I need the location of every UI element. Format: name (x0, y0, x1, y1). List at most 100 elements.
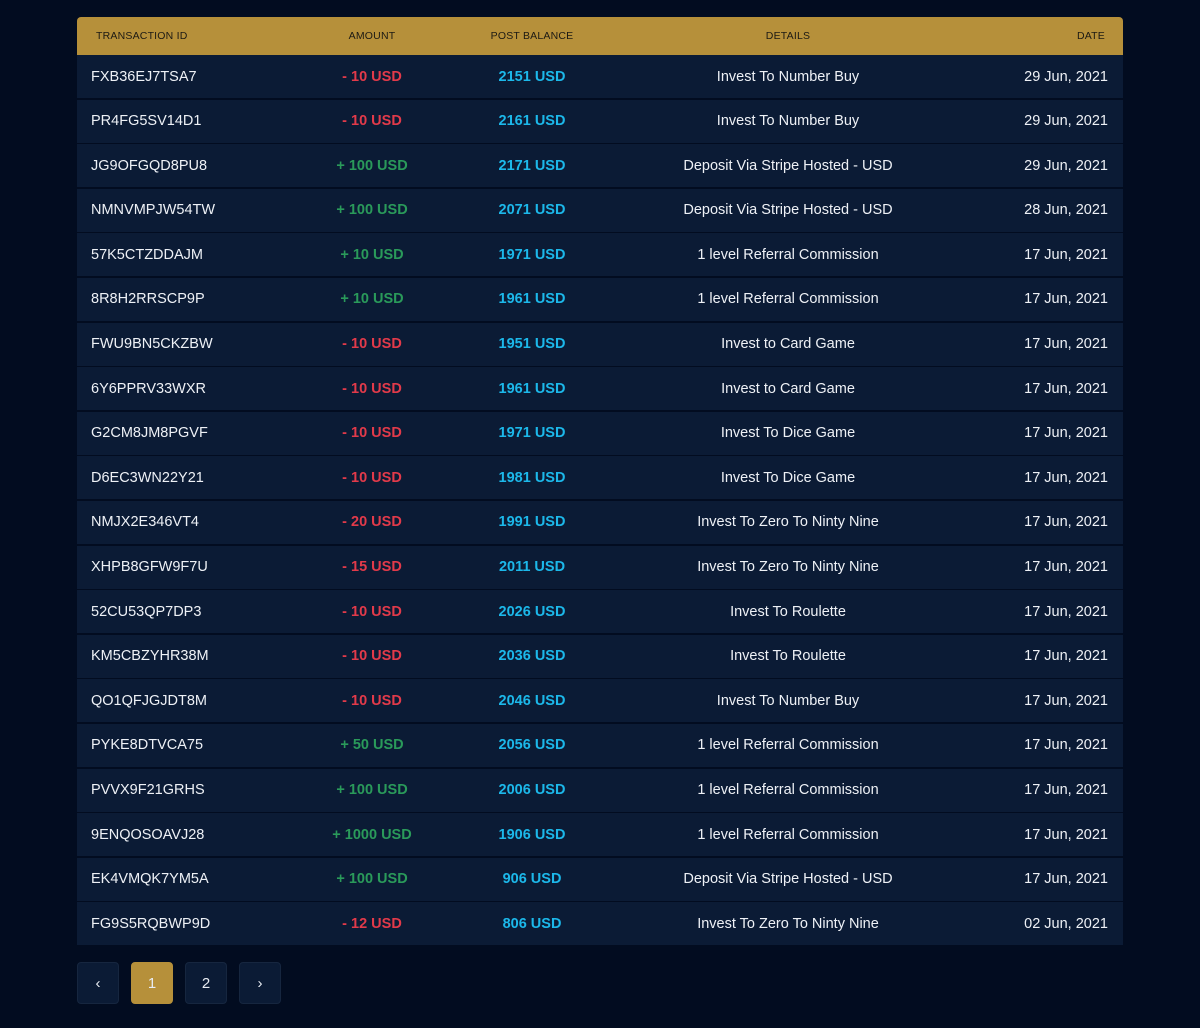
date-cell: 17 Jun, 2021 (1024, 246, 1108, 263)
transaction-id-cell: FXB36EJ7TSA7 (91, 68, 197, 85)
amount-cell: - 10 USD (342, 68, 402, 85)
date-cell: 17 Jun, 2021 (1024, 514, 1108, 531)
header-details: DETAILS (765, 30, 811, 42)
transaction-id-cell: NMNVMPJW54TW (91, 202, 216, 219)
amount-cell: - 10 USD (342, 336, 402, 353)
details-cell: 1 level Referral Commission (697, 737, 879, 754)
next-page-button[interactable]: › (239, 962, 281, 1004)
transaction-id-cell: 57K5CTZDDAJM (91, 246, 203, 263)
date-cell: 17 Jun, 2021 (1024, 603, 1108, 620)
date-cell: 17 Jun, 2021 (1024, 737, 1108, 754)
date-cell: 17 Jun, 2021 (1024, 425, 1108, 442)
amount-cell: + 10 USD (340, 246, 404, 263)
transaction-id-cell: PR4FG5SV14D1 (91, 113, 202, 130)
amount-cell: - 10 USD (342, 113, 402, 130)
post-balance-cell: 2026 USD (498, 603, 566, 620)
post-balance-cell: 2071 USD (498, 202, 566, 219)
table-row: 52CU53QP7DP3 - 10 USD 2026 USD Invest To Ro… (77, 590, 1123, 634)
details-cell: Invest to Card Game (721, 336, 855, 353)
details-cell: Invest To Dice Game (720, 469, 856, 486)
details-cell: Deposit Via Stripe Hosted - USD (683, 157, 893, 174)
amount-cell: - 10 USD (342, 425, 402, 442)
details-cell: 1 level Referral Commission (697, 782, 879, 798)
amount-cell: + 50 USD (340, 737, 404, 754)
post-balance-cell: 2006 USD (498, 782, 566, 798)
amount-cell: - 10 USD (342, 648, 402, 665)
table-row: PYKE8DTVCA75 + 50 USD 2056 USD 1 level Refe… (77, 723, 1123, 767)
date-cell: 17 Jun, 2021 (1024, 648, 1108, 665)
details-cell: Deposit Via Stripe Hosted - USD (683, 202, 893, 219)
details-cell: Invest To Number Buy (716, 68, 860, 85)
transaction-id-cell: QO1QFJGJDT8M (91, 692, 208, 709)
page-2-button[interactable]: 2 (185, 962, 227, 1004)
post-balance-cell: 2056 USD (498, 737, 566, 754)
date-cell: 17 Jun, 2021 (1024, 380, 1108, 397)
details-cell: 1 level Referral Commission (697, 246, 879, 263)
date-cell: 17 Jun, 2021 (1024, 782, 1108, 798)
details-cell: 1 level Referral Commission (697, 291, 879, 308)
table-row: FXB36EJ7TSA7 - 10 USD 2151 USD Invest To Nu… (77, 55, 1123, 98)
date-cell: 17 Jun, 2021 (1024, 692, 1108, 709)
post-balance-cell: 1951 USD (498, 336, 566, 353)
transaction-id-cell: 9ENQOSOAVJ28 (91, 826, 205, 843)
table-row: JG9OFGQD8PU8 + 100 USD 2171 USD Deposit Via… (77, 144, 1123, 188)
post-balance-cell: 2171 USD (498, 157, 566, 174)
amount-cell: - 10 USD (342, 380, 402, 397)
post-balance-cell: 2036 USD (498, 648, 566, 665)
post-balance-cell: 1971 USD (498, 425, 566, 442)
post-balance-cell: 906 USD (502, 871, 562, 888)
transaction-id-cell: FWU9BN5CKZBW (91, 336, 213, 353)
post-balance-cell: 1981 USD (498, 469, 566, 486)
post-balance-cell: 1991 USD (498, 514, 566, 531)
amount-cell: + 10 USD (340, 291, 404, 308)
transaction-id-cell: EK4VMQK7YM5A (91, 871, 209, 888)
details-cell: Deposit Via Stripe Hosted - USD (683, 871, 893, 888)
details-cell: Invest To Zero To Ninty Nine (697, 915, 879, 932)
table-row: D6EC3WN22Y21 - 10 USD 1981 USD Invest To Di… (77, 456, 1123, 500)
amount-cell: + 1000 USD (332, 826, 412, 843)
details-cell: Invest To Zero To Ninty Nine (697, 514, 879, 531)
amount-cell: - 10 USD (342, 469, 402, 486)
header-post-balance: POST BALANCE (490, 30, 574, 42)
transaction-id-cell: KM5CBZYHR38M (91, 648, 209, 665)
amount-cell: + 100 USD (336, 782, 408, 798)
amount-cell: + 100 USD (336, 157, 408, 174)
transaction-id-cell: 52CU53QP7DP3 (91, 603, 202, 620)
transaction-id-cell: XHPB8GFW9F7U (91, 559, 208, 576)
post-balance-cell: 2011 USD (498, 559, 566, 576)
details-cell: Invest to Card Game (721, 380, 855, 397)
table-row: 6Y6PPRV33WXR - 10 USD 1961 USD Invest to Ca… (77, 367, 1123, 411)
date-cell: 29 Jun, 2021 (1024, 68, 1108, 85)
date-cell: 29 Jun, 2021 (1024, 113, 1108, 130)
date-cell: 17 Jun, 2021 (1024, 871, 1108, 888)
details-cell: Invest To Number Buy (716, 692, 860, 709)
post-balance-cell: 1961 USD (498, 291, 566, 308)
page-1-button[interactable]: 1 (131, 962, 173, 1004)
table-row: EK4VMQK7YM5A + 100 USD 906 USD Deposit Via … (77, 857, 1123, 901)
header-transaction-id: TRANSACTION ID (96, 30, 188, 42)
amount-cell: - 10 USD (342, 692, 402, 709)
table-body: FXB36EJ7TSA7 - 10 USD 2151 USD Invest To Nu… (77, 55, 1123, 946)
transaction-id-cell: 8R8H2RRSCP9P (91, 291, 205, 308)
table-row: NMNVMPJW54TW + 100 USD 2071 USD Deposit Via… (77, 188, 1123, 232)
amount-cell: + 100 USD (336, 202, 408, 219)
prev-page-button[interactable]: ‹ (77, 962, 119, 1004)
date-cell: 17 Jun, 2021 (1024, 826, 1108, 843)
table-row: PVVX9F21GRHS + 100 USD 2006 USD 1 level Ref… (77, 768, 1123, 812)
details-cell: Invest To Number Buy (716, 113, 860, 130)
details-cell: Invest To Roulette (730, 603, 846, 620)
transaction-id-cell: G2CM8JM8PGVF (91, 425, 208, 442)
table-row: PR4FG5SV14D1 - 10 USD 2161 USD Invest To Nu… (77, 99, 1123, 143)
amount-cell: - 20 USD (342, 514, 402, 531)
post-balance-cell: 2161 USD (498, 113, 566, 130)
transaction-id-cell: JG9OFGQD8PU8 (91, 157, 208, 174)
post-balance-cell: 2151 USD (498, 68, 566, 85)
date-cell: 02 Jun, 2021 (1024, 915, 1108, 932)
table-row: 8R8H2RRSCP9P + 10 USD 1961 USD 1 level Refe… (77, 277, 1123, 321)
date-cell: 29 Jun, 2021 (1024, 157, 1108, 174)
post-balance-cell: 2046 USD (498, 692, 566, 709)
transaction-id-cell: 6Y6PPRV33WXR (91, 380, 206, 397)
table-row: QO1QFJGJDT8M - 10 USD 2046 USD Invest To Nu… (77, 679, 1123, 723)
details-cell: 1 level Referral Commission (697, 826, 879, 843)
transaction-id-cell: FG9S5RQBWP9D (91, 915, 211, 932)
